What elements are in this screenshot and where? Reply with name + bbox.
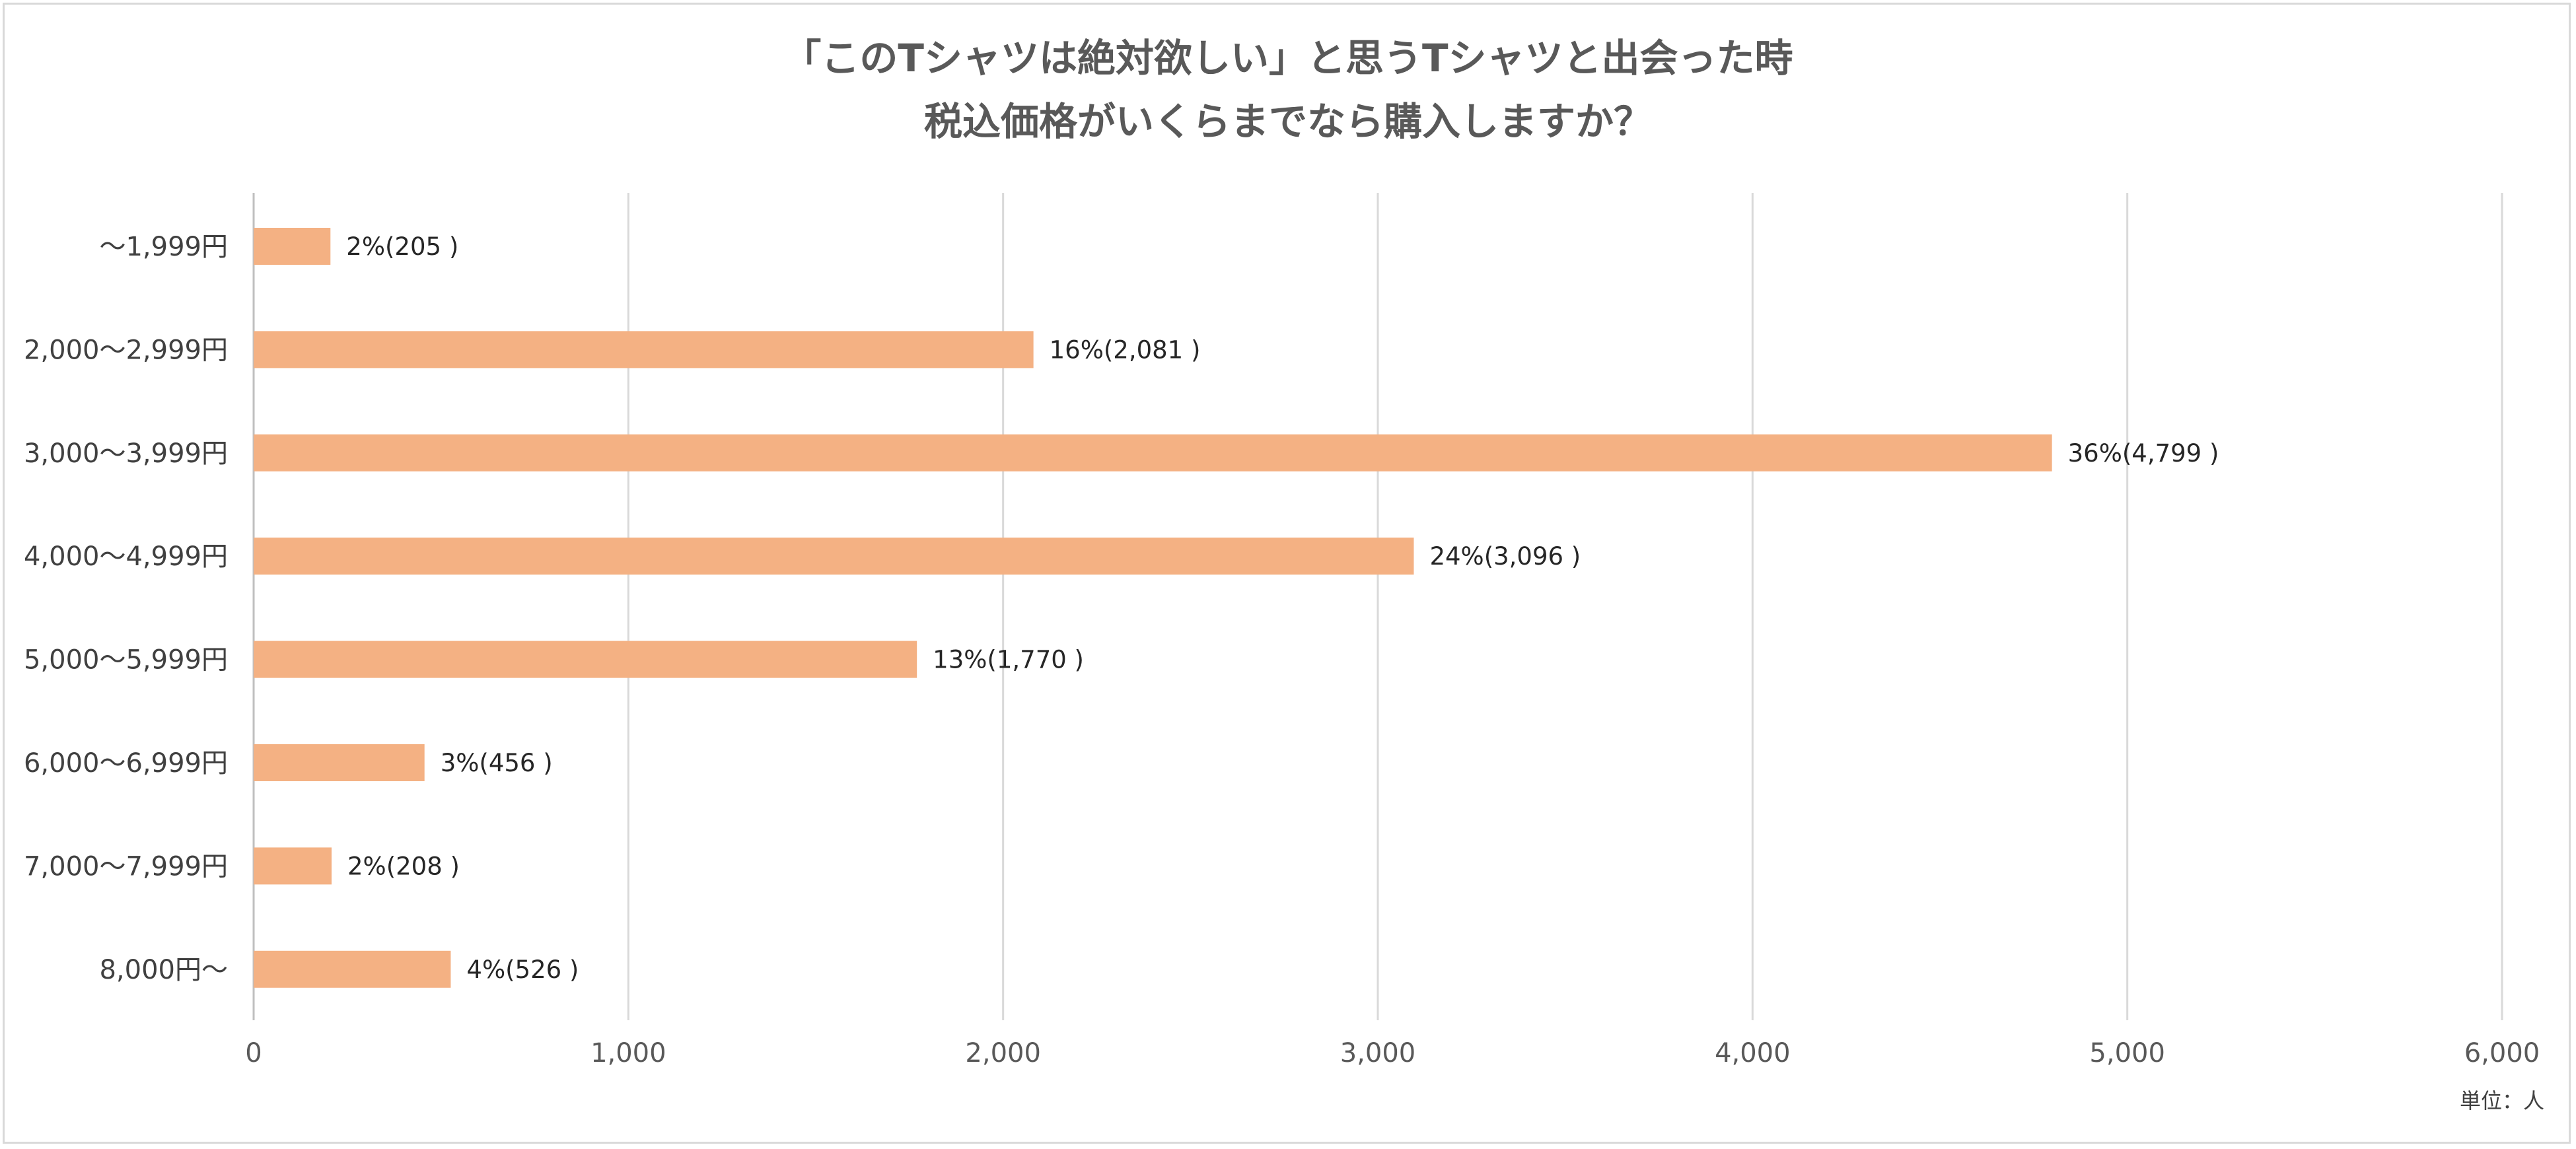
bars <box>254 228 2052 988</box>
category-label: 8,000円〜 <box>99 955 228 985</box>
category-label: 〜1,999円 <box>99 232 228 262</box>
data-label: 36%(4,799 ) <box>2068 439 2219 468</box>
data-label: 4%(526 ) <box>466 956 579 984</box>
x-tick-label: 3,000 <box>1340 1038 1416 1068</box>
category-label: 7,000〜7,999円 <box>24 851 228 882</box>
labels: 0 1,000 2,000 3,000 4,000 5,000 6,000 〜1,999円 2%… <box>24 232 2544 1113</box>
chart-title-line-2: 税込価格がいくらまでなら購入しますか？ <box>923 99 1652 144</box>
bar <box>254 950 451 988</box>
bar <box>254 641 917 678</box>
bar <box>254 538 1414 575</box>
category-label: 5,000〜5,999円 <box>24 645 228 676</box>
bar <box>254 847 332 885</box>
bar <box>254 434 2052 471</box>
data-label: 2%(208 ) <box>347 852 460 880</box>
bar <box>254 228 331 265</box>
chart-title: 「このTシャツは絶対欲しい」と思うTシャツと出会った時 税込価格がいくらまでなら… <box>0 26 2576 153</box>
x-tick-label: 5,000 <box>2089 1038 2165 1068</box>
bar <box>254 744 425 781</box>
data-label: 24%(3,096 ) <box>1429 542 1581 571</box>
bar <box>254 331 1034 368</box>
data-label: 13%(1,770 ) <box>933 646 1084 674</box>
x-tick-label: 6,000 <box>2464 1038 2540 1068</box>
unit-label: 単位：人 <box>2460 1088 2544 1113</box>
x-tick-label: 1,000 <box>590 1038 666 1068</box>
data-label: 2%(205 ) <box>346 232 458 261</box>
data-label: 16%(2,081 ) <box>1050 335 1201 364</box>
x-tick-label: 2,000 <box>965 1038 1041 1068</box>
category-label: 3,000〜3,999円 <box>24 438 228 469</box>
category-label: 4,000〜4,999円 <box>24 541 228 572</box>
chart-title-line-1: 「このTシャツは絶対欲しい」と思うTシャツと出会った時 <box>783 36 1793 81</box>
category-label: 2,000〜2,999円 <box>24 335 228 365</box>
data-label: 3%(456 ) <box>441 749 553 777</box>
category-label: 6,000〜6,999円 <box>24 748 228 779</box>
x-tick-label: 4,000 <box>1715 1038 1791 1068</box>
gridlines <box>252 193 2503 1020</box>
x-tick-label: 0 <box>245 1038 262 1068</box>
